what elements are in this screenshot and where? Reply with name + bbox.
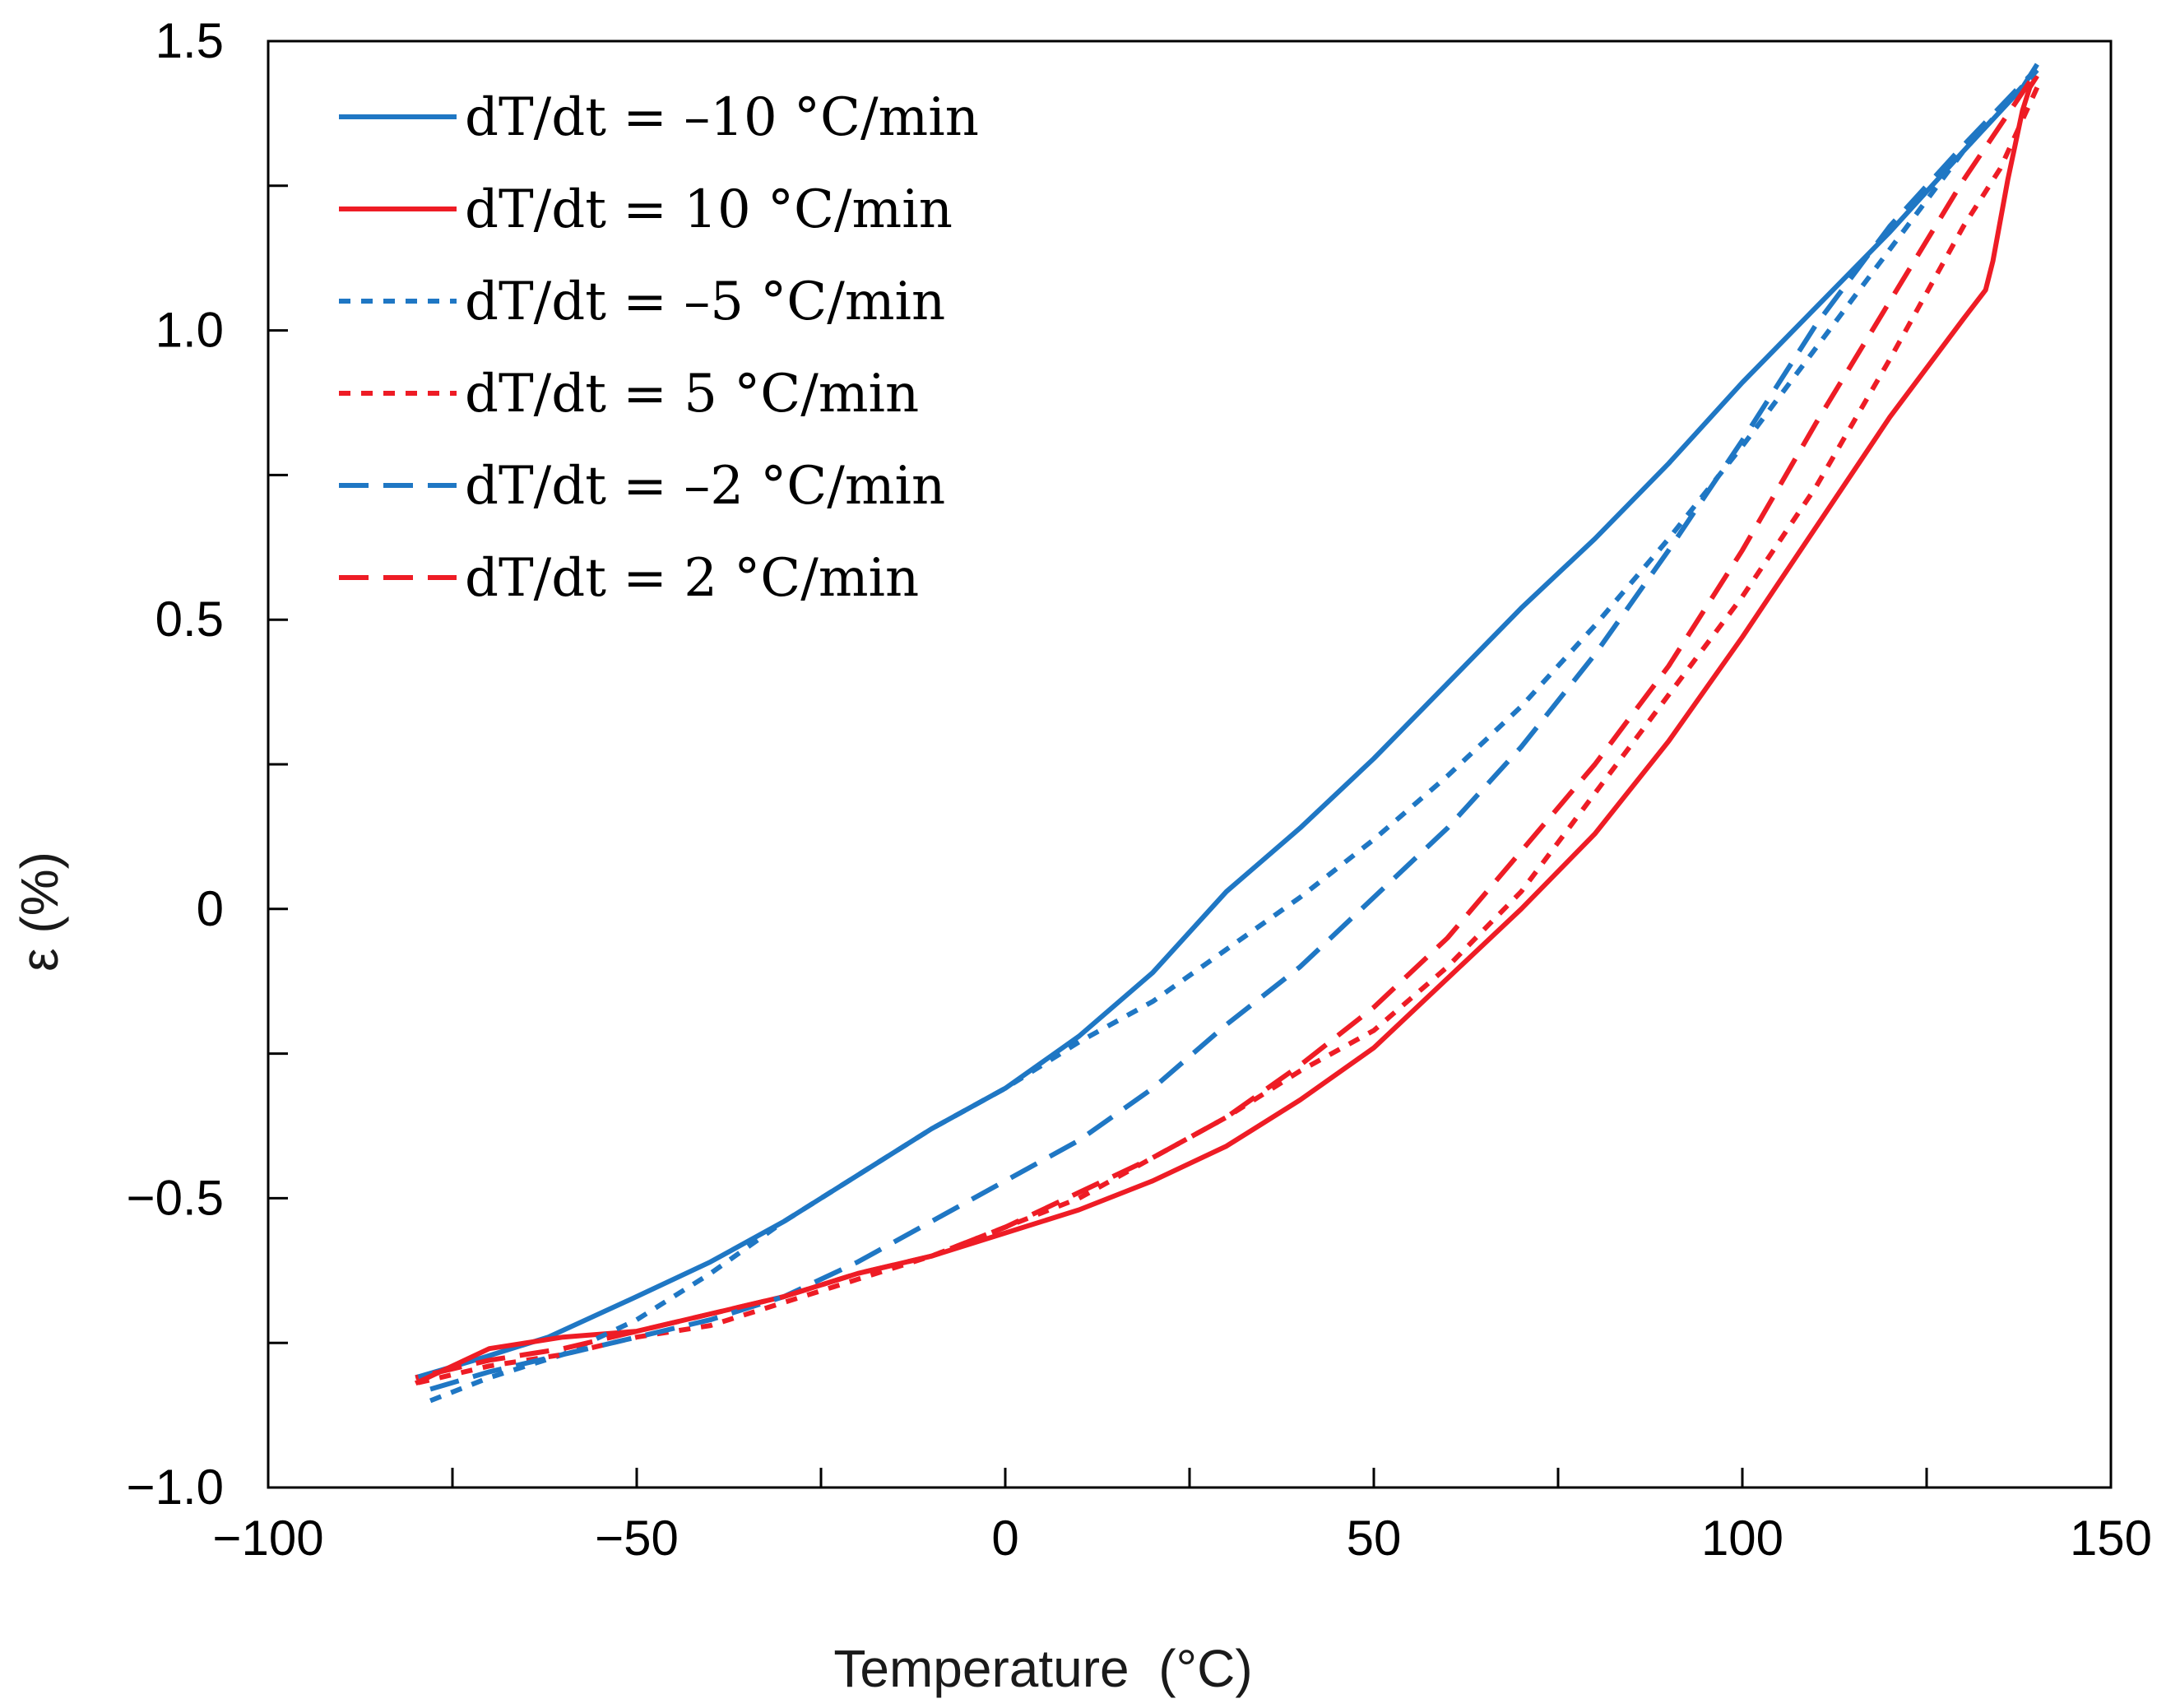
- series-line-6: [415, 80, 2032, 1381]
- y-tick-label: 0: [197, 881, 224, 936]
- x-tick-label: 0: [991, 1511, 1018, 1566]
- y-tick-label: −1.0: [127, 1460, 224, 1515]
- y-axis-tick-labels: −1.0 −0.5 0 0.5 1.0 1.5: [127, 13, 224, 1515]
- y-tick-label: −0.5: [127, 1170, 224, 1225]
- plot-frame: [267, 39, 2113, 1489]
- y-tick-label: 1.0: [155, 303, 224, 358]
- x-tick-label: −50: [595, 1511, 679, 1566]
- x-tick-label: 100: [1701, 1511, 1783, 1566]
- legend-label-6: dT/dt = 2 °C/min: [465, 548, 919, 609]
- legend-label-2: dT/dt = 10 °C/min: [465, 179, 953, 240]
- series-line-5: [429, 74, 2032, 1392]
- x-axis-ticks: [267, 1468, 2113, 1488]
- x-tick-label: 150: [2070, 1511, 2152, 1566]
- y-tick-label: 0.5: [155, 592, 224, 647]
- x-tick-label: 50: [1347, 1511, 1402, 1566]
- series-line-1: [415, 63, 2039, 1381]
- y-tick-label: 1.5: [155, 13, 224, 68]
- series-line-3: [429, 68, 2039, 1404]
- legend-label-5: dT/dt = –2 °C/min: [465, 456, 945, 517]
- x-axis-title: Temperature (°C): [833, 1639, 1252, 1698]
- legend: dT/dt = –10 °C/min dT/dt = 10 °C/min dT/dt…: [339, 87, 979, 609]
- series-line-4: [415, 86, 2040, 1386]
- legend-label-3: dT/dt = –5 °C/min: [465, 272, 945, 332]
- legend-label-4: dT/dt = 5 °C/min: [465, 364, 919, 425]
- legend-label-1: dT/dt = –10 °C/min: [465, 87, 979, 148]
- data-series: [414, 63, 2040, 1404]
- x-axis-tick-labels: −100 −50 0 50 100 150: [212, 1511, 2152, 1566]
- y-axis-title: ε (%): [10, 852, 69, 972]
- x-tick-label: −100: [212, 1511, 323, 1566]
- y-axis-ticks: [268, 39, 288, 1489]
